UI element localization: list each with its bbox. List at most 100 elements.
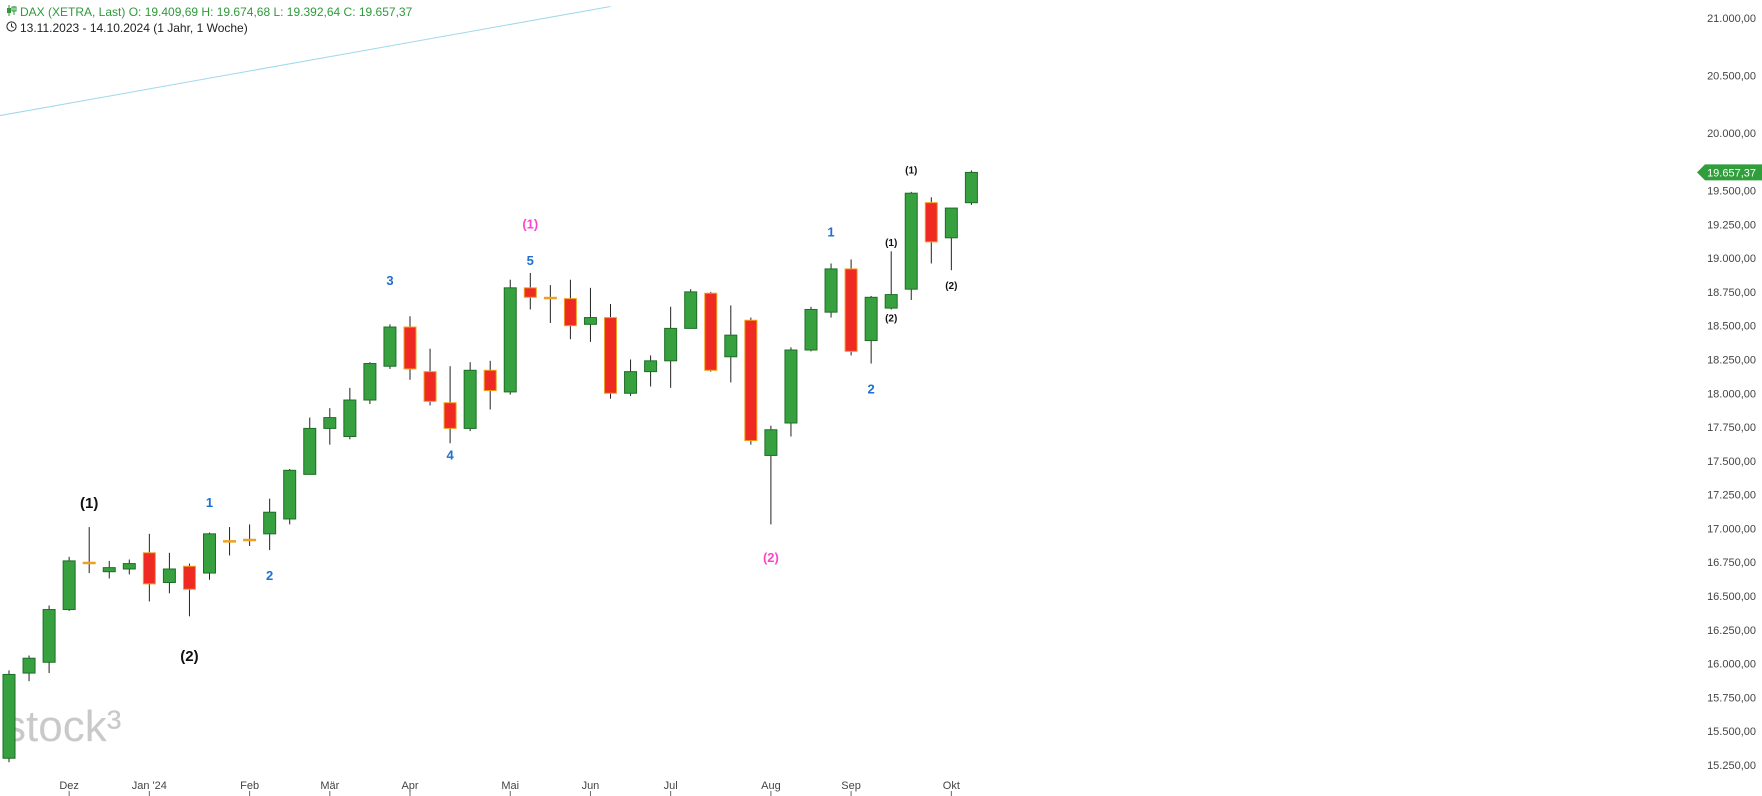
wave-label: 4 [446,448,454,463]
candle [684,289,698,329]
x-axis-tick: Feb [240,780,259,796]
candle-body [804,308,818,351]
candle [483,360,497,410]
candle [2,670,16,763]
candle-body [323,417,337,429]
x-tick-label: Apr [401,780,418,792]
candle [844,259,858,356]
instrument-ohlc-line: DAX (XETRA, Last) O: 19.409,69 H: 19.674… [6,4,412,20]
x-tick-label: Sep [841,780,861,792]
candle [904,191,918,300]
candle [42,605,56,674]
x-tick-label: Jul [664,780,678,792]
y-tick-label: 20.000,00 [1707,128,1756,140]
candle [664,306,678,388]
wave-label: 3 [386,273,393,288]
y-tick-label: 18.250,00 [1707,354,1756,366]
candle-body [904,192,918,290]
candle [724,305,738,383]
x-axis-tick: Jul [664,780,678,796]
y-tick-label: 16.250,00 [1707,625,1756,637]
candle-body [543,296,557,300]
candle-body [664,327,678,362]
x-axis-tick: Okt [943,780,960,796]
wave-label: (1) [522,216,538,231]
wave-label: (1) [905,165,917,176]
candle [944,207,958,271]
candle [243,524,257,547]
candle [203,532,216,580]
candle-body [724,334,738,358]
y-tick-label: 16.000,00 [1707,659,1756,671]
x-tick-label: Dez [59,780,79,792]
candle [604,304,617,399]
candle-body [22,657,36,674]
candle [704,291,718,372]
x-tick-label: Mär [320,780,339,792]
candle [82,527,96,574]
candle-body [443,402,457,429]
candle-body [463,369,477,429]
candle [122,559,136,575]
candle-body [944,207,958,239]
candle-body [924,202,938,243]
x-axis-tick: Apr [401,780,419,796]
y-tick-label: 18.000,00 [1707,388,1756,400]
candle [283,468,297,525]
candle [182,563,196,617]
candle [864,295,878,364]
candle [964,170,978,206]
last-price-tag: 19.657,37 [1697,164,1762,181]
x-axis-tick: Aug [761,780,781,796]
candle [102,560,116,579]
wave-label: 2 [868,381,875,396]
y-tick-label: 21.000,00 [1707,13,1756,25]
x-tick-label: Jun [582,780,600,792]
candle [784,347,798,437]
candle [383,324,397,369]
candle-body [964,171,978,204]
candle-body [523,287,537,298]
candle [804,306,818,352]
candle-body [884,294,898,309]
wave-label: 1 [827,224,834,239]
x-tick-label: Jan '24 [132,780,167,792]
candle-body [122,563,136,570]
wave-label: (1) [885,238,897,249]
candle-body [744,319,758,442]
candle-body [403,326,417,370]
candle-body [303,427,317,475]
candle-body [483,369,497,392]
candle-body [764,429,778,456]
candle [563,279,577,340]
candle [764,425,778,525]
ohlc-text: DAX (XETRA, Last) O: 19.409,69 H: 19.674… [20,5,413,19]
x-axis-tick: Mai [501,780,519,796]
candle [363,362,377,405]
candle [443,366,457,444]
x-axis-tick: Sep [841,780,861,796]
candle-body [263,511,277,535]
x-axis-tick: Jun [582,780,600,796]
candle [543,285,557,323]
candle [142,533,156,602]
x-tick-label: Feb [240,780,259,792]
candle-body [102,567,116,573]
candlestick-icon [6,4,20,20]
y-tick-label: 16.500,00 [1707,591,1756,603]
candle [62,556,76,611]
candle-body [824,268,838,313]
y-tick-label: 16.750,00 [1707,557,1756,569]
candle-body [142,552,156,585]
y-tick-label: 20.500,00 [1707,71,1756,83]
wave-label: (2) [180,648,198,665]
candle-body [784,349,798,424]
y-tick-label: 15.500,00 [1707,726,1756,738]
candle-body [624,371,638,394]
candle-body [383,326,397,367]
candle-body [2,673,16,759]
wave-label: (1) [80,495,98,512]
x-axis-tick: Jan '24 [132,780,167,796]
candle [343,387,357,440]
